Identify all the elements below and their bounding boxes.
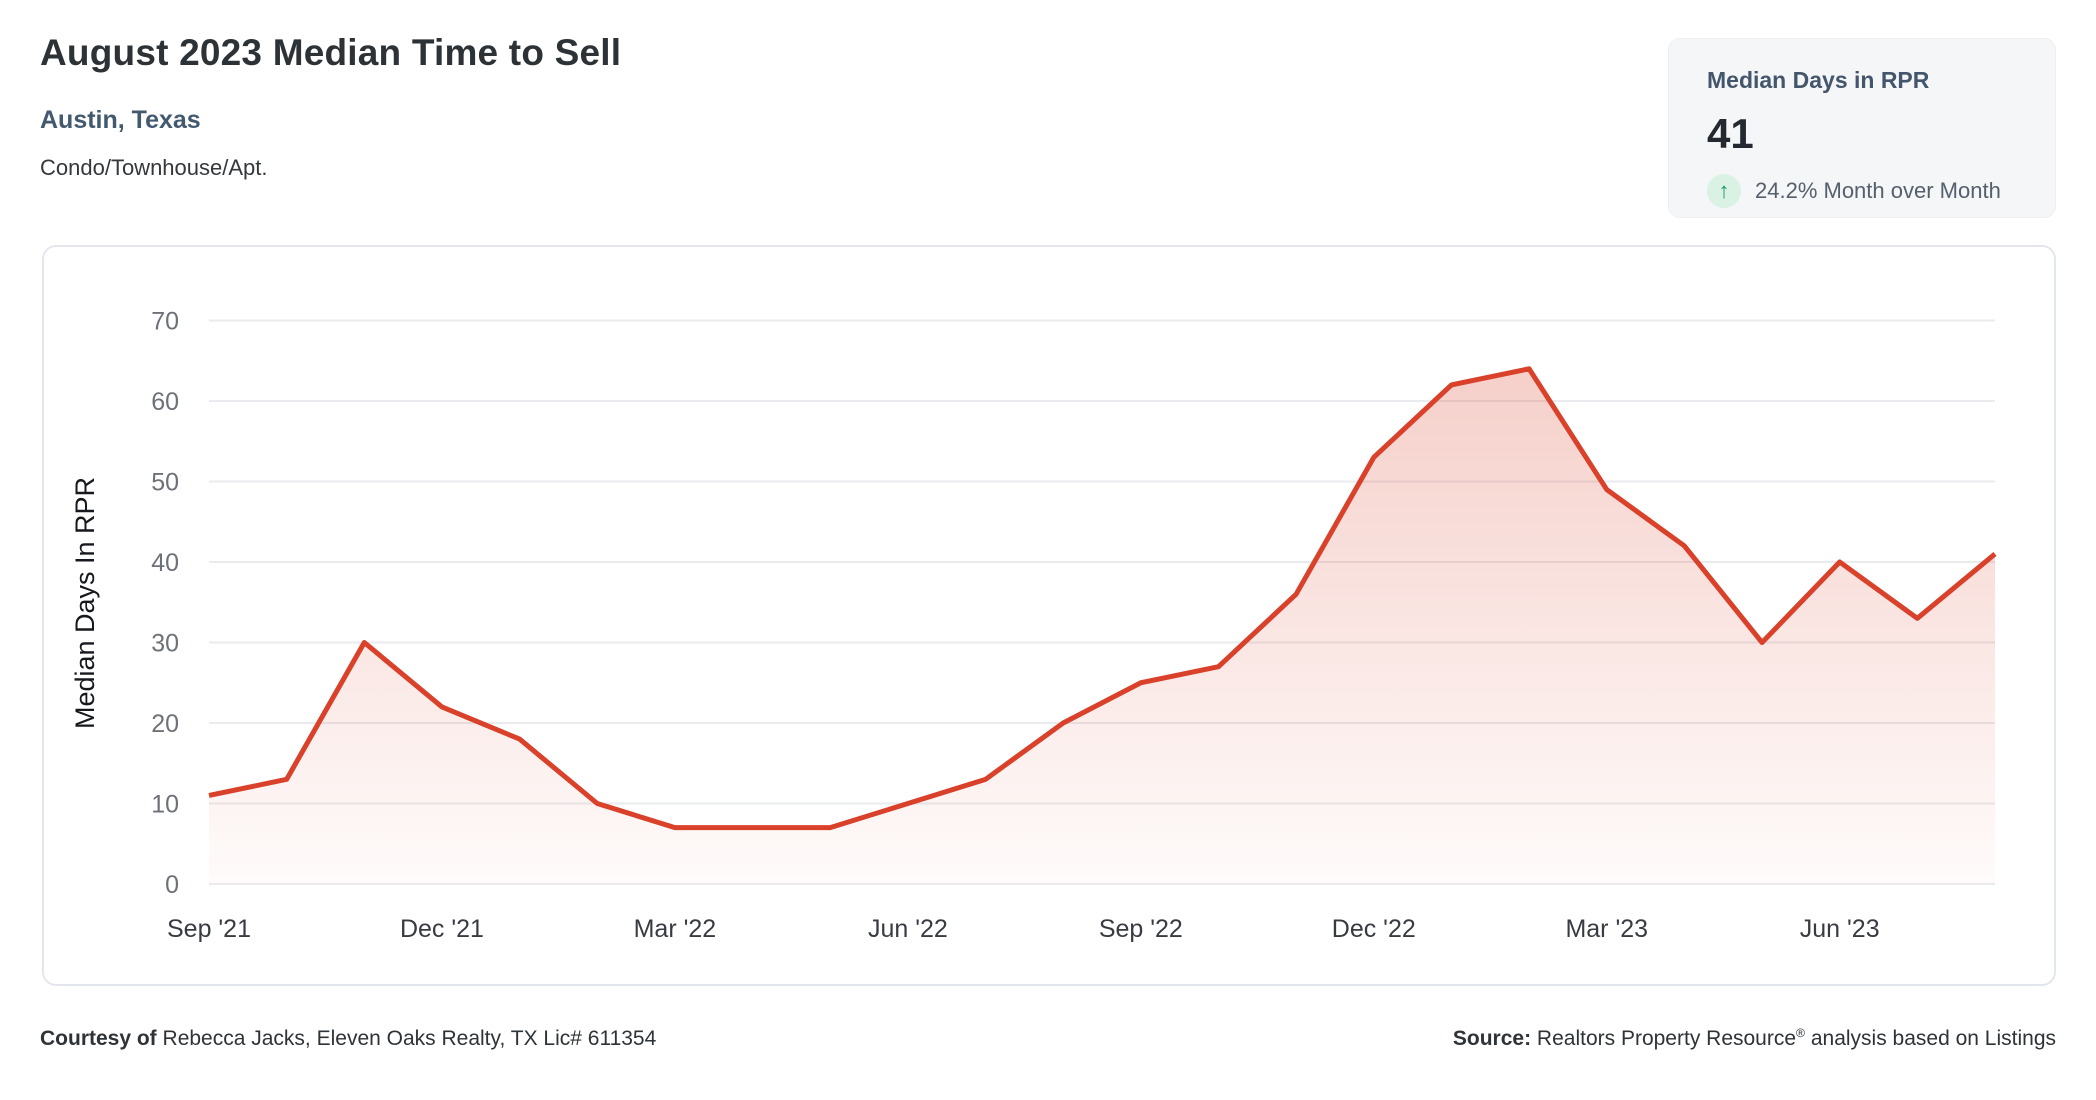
source-name: Realtors Property Resource [1536,1027,1797,1050]
svg-text:50: 50 [151,469,179,497]
registered-trademark-symbol: ® [1796,1026,1805,1040]
stat-card-label: Median Days in RPR [1707,67,1930,93]
series-line [208,366,1997,831]
svg-text:Sep '22: Sep '22 [1099,915,1183,943]
property-type-subtitle: Condo/Townhouse/Apt. [40,155,268,180]
x-axis-tick-labels: Sep '21 Dec '21 Mar '22 Jun '22 Sep '22 Dec '… [167,915,1880,943]
svg-text:Jun '22: Jun '22 [868,915,948,943]
svg-text:Sep '21: Sep '21 [167,915,251,943]
svg-text:40: 40 [151,549,179,577]
y-axis-title: Median Days In RPR [70,477,100,729]
svg-text:Dec '22: Dec '22 [1332,915,1416,943]
page-title: August 2023 Median Time to Sell [40,32,622,73]
stat-card-trend-row: ↑ 24.2% Month over Month [1707,174,2021,208]
svg-text:10: 10 [151,791,179,819]
svg-text:60: 60 [151,388,179,416]
report-footer: Courtesy of Rebecca Jacks, Eleven Oaks R… [40,1026,2056,1051]
source-suffix: analysis based on Listings [1810,1027,2056,1050]
source-line: Source: Realtors Property Resource® anal… [1453,1026,2056,1051]
y-axis-tick-labels: 0 10 20 30 40 50 60 70 [151,308,179,900]
series-area-fill [209,368,1995,884]
chart-card: 0 10 20 30 40 50 60 70 Sep '21 Dec '21 Mar '22 Jun … [42,245,2056,986]
location-subtitle: Austin, Texas [40,106,201,134]
svg-text:Mar '23: Mar '23 [1565,915,1648,943]
source-prefix: Source: [1452,1027,1532,1050]
courtesy-text: Rebecca Jacks, Eleven Oaks Realty, TX Li… [162,1027,657,1050]
stat-card-change-text: 24.2% Month over Month [1755,178,2001,203]
up-arrow-icon: ↑ [1707,174,1741,208]
svg-text:Dec '21: Dec '21 [400,915,484,943]
stat-card-value: 41 [1707,110,1754,157]
svg-text:20: 20 [151,710,179,738]
courtesy-prefix: Courtesy of [40,1027,157,1050]
svg-text:70: 70 [151,308,179,336]
svg-text:30: 30 [151,630,179,658]
svg-text:Mar '22: Mar '22 [634,915,717,943]
svg-text:0: 0 [165,871,179,899]
up-arrow-glyph: ↑ [1718,178,1730,203]
median-days-stat-card: Median Days in RPR 41 ↑ 24.2% Month over… [1668,38,2056,218]
courtesy-line: Courtesy of Rebecca Jacks, Eleven Oaks R… [40,1027,656,1051]
median-days-line-chart: 0 10 20 30 40 50 60 70 Sep '21 Dec '21 Mar '22 Jun … [70,308,1997,943]
svg-text:Jun '23: Jun '23 [1800,915,1880,943]
